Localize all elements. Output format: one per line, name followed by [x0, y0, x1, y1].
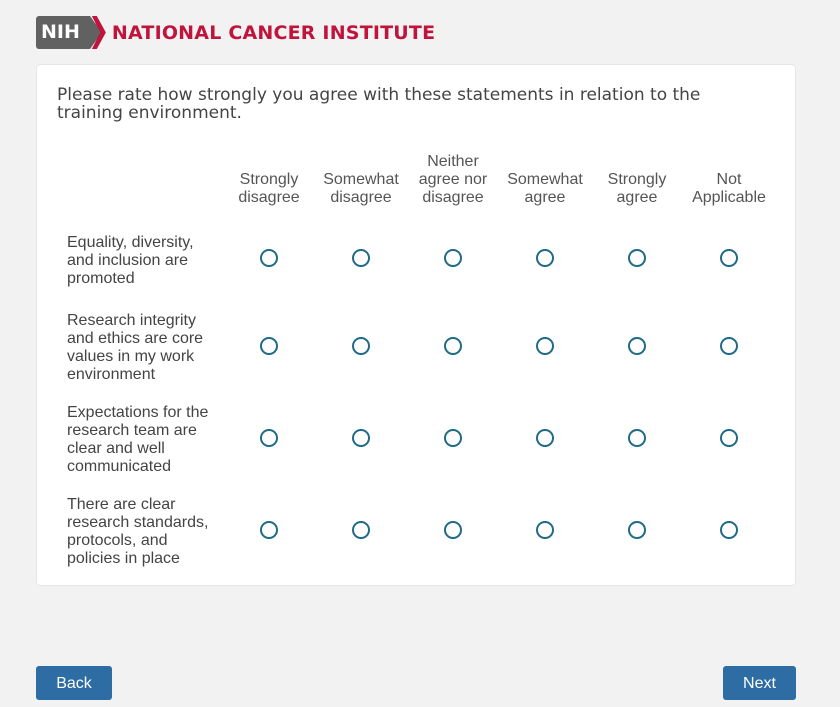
matrix-cell [315, 219, 407, 302]
radio-button[interactable] [720, 336, 738, 355]
matrix-cell [315, 486, 407, 578]
radio-button[interactable] [352, 520, 370, 539]
radio-button[interactable] [352, 249, 370, 267]
matrix-cell [499, 486, 591, 578]
matrix-row: There are clear research standards, prot… [57, 486, 775, 578]
radio-button[interactable] [628, 428, 646, 447]
matrix-cell [407, 302, 499, 394]
matrix-cell [407, 486, 499, 578]
matrix-cell [683, 219, 775, 302]
matrix-cell [591, 394, 683, 486]
column-header: Strongly disagree [238, 171, 300, 206]
radio-button[interactable] [720, 520, 738, 539]
likert-matrix: Strongly disagree Somewhat disagree Neit… [57, 151, 775, 578]
row-label-header [57, 151, 223, 219]
matrix-row: Expectations for the research team are c… [57, 394, 775, 486]
radio-button[interactable] [260, 249, 278, 267]
matrix-cell [315, 302, 407, 394]
column-header: Not Applicable [692, 171, 766, 206]
matrix-cell [683, 486, 775, 578]
radio-button[interactable] [444, 428, 462, 447]
row-label: There are clear research standards, prot… [67, 496, 209, 567]
column-header: Somewhat agree [507, 171, 583, 206]
matrix-cell [591, 302, 683, 394]
matrix-cell [223, 302, 315, 394]
radio-button[interactable] [352, 336, 370, 355]
row-label: Research integrity and ethics are core v… [67, 312, 204, 383]
radio-button[interactable] [260, 428, 278, 447]
matrix-cell [683, 302, 775, 394]
matrix-cell [499, 219, 591, 302]
row-label: Equality, diversity, and inclusion are p… [67, 233, 194, 287]
radio-button[interactable] [260, 520, 278, 539]
matrix-cell [683, 394, 775, 486]
matrix-cell [223, 219, 315, 302]
radio-button[interactable] [628, 520, 646, 539]
radio-button[interactable] [720, 249, 738, 267]
matrix-cell [223, 394, 315, 486]
matrix-cell [499, 394, 591, 486]
matrix-cell [499, 302, 591, 394]
column-header: Somewhat disagree [323, 171, 399, 206]
matrix-cell [591, 486, 683, 578]
radio-button[interactable] [628, 336, 646, 355]
matrix-cell [315, 394, 407, 486]
column-header: Strongly agree [607, 171, 667, 206]
matrix-cell [591, 219, 683, 302]
radio-button[interactable] [444, 249, 462, 267]
radio-button[interactable] [444, 520, 462, 539]
back-button[interactable]: Back [36, 666, 112, 700]
radio-button[interactable] [536, 428, 554, 447]
radio-button[interactable] [628, 249, 646, 267]
column-header: Neither agree nor disagree [418, 153, 488, 206]
radio-button[interactable] [536, 249, 554, 267]
matrix-row: Equality, diversity, and inclusion are p… [57, 219, 775, 302]
radio-button[interactable] [260, 336, 278, 355]
nih-badge: NIH [36, 16, 102, 49]
question-card: Please rate how strongly you agree with … [36, 64, 796, 586]
matrix-cell [407, 394, 499, 486]
matrix-cell [407, 219, 499, 302]
row-label: Expectations for the research team are c… [67, 404, 209, 475]
radio-button[interactable] [720, 428, 738, 447]
radio-button[interactable] [536, 520, 554, 539]
next-button[interactable]: Next [723, 666, 796, 700]
matrix-cell [223, 486, 315, 578]
matrix-row: Research integrity and ethics are core v… [57, 302, 775, 394]
nci-logo: NIH NATIONAL CANCER INSTITUTE [36, 16, 435, 49]
org-name: NATIONAL CANCER INSTITUTE [111, 21, 436, 44]
radio-button[interactable] [352, 428, 370, 447]
radio-button[interactable] [536, 336, 554, 355]
question-text: Please rate how strongly you agree with … [57, 85, 701, 123]
radio-button[interactable] [444, 336, 462, 355]
